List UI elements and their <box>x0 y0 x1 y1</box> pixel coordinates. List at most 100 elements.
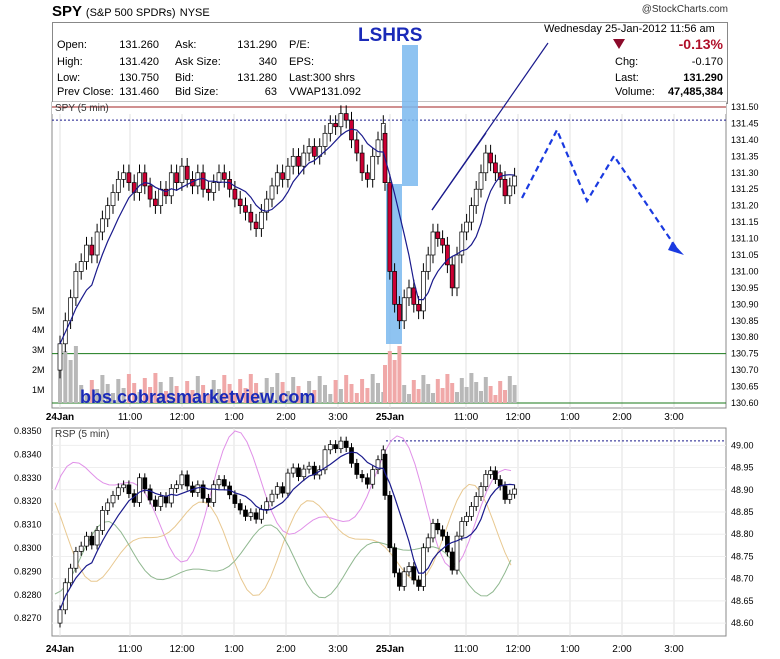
chg-value: -0.170 <box>691 56 723 68</box>
spy-y-tick-label: 131.35 <box>731 151 759 161</box>
rsp-candle-body <box>421 547 426 587</box>
overlay-green-line <box>54 520 512 599</box>
rsp-candle-body <box>68 567 73 584</box>
spy-x-tick-label: 25Jan <box>376 412 404 423</box>
spy-volume-bar <box>158 382 163 403</box>
spy-y-tick-label: 131.40 <box>731 135 759 145</box>
rsp-candle-body <box>147 488 153 501</box>
spy-candle-body <box>440 238 445 246</box>
rsp-grid <box>52 428 726 636</box>
spy-x-tick-label: 11:00 <box>118 412 143 423</box>
last-price-value: 131.290 <box>683 72 723 84</box>
rsp-candle-body <box>84 535 89 547</box>
rsp-candle-body <box>264 501 270 510</box>
rsp-candle-body <box>401 571 407 587</box>
rsp-candle-body <box>221 479 227 487</box>
spy-candle-body <box>370 155 376 180</box>
spy-candle-body <box>184 165 190 180</box>
spy-volume-bar <box>397 346 402 403</box>
rsp-candle-body <box>57 609 63 624</box>
spy-volume-bar <box>169 377 174 403</box>
spy-y-tick-label: 131.20 <box>731 201 759 211</box>
rsp-x-tick-label: 1:00 <box>560 644 580 655</box>
spy-volume-bar <box>79 385 84 403</box>
bid-label: Bid: <box>175 72 194 84</box>
spy-candle-body <box>493 162 498 174</box>
spy-volume-bar <box>493 395 498 403</box>
rsp-x-tick-label: 3:00 <box>664 644 684 655</box>
high-label: High: <box>57 56 83 68</box>
spy-candle-body <box>301 152 307 167</box>
website-watermark: bbs.cobrasmarketview.com <box>80 387 315 407</box>
volume-tick-label: 2M <box>32 365 45 375</box>
rsp-left-tick-label: 0.8270 <box>14 613 42 623</box>
spy-candle-body <box>425 254 431 272</box>
spy-volume-bar <box>164 391 168 403</box>
spy-y-tick-label: 130.75 <box>731 349 759 359</box>
spy-candle-body <box>338 113 344 128</box>
rsp-right-tick-label: 48.70 <box>731 574 754 584</box>
low-label: Low: <box>57 72 81 84</box>
rsp-x-tick-label: 2:00 <box>276 644 296 655</box>
spy-candle-body <box>174 172 179 183</box>
spy-volume-bar <box>450 383 455 403</box>
rsp-candle-body <box>483 474 489 488</box>
rsp-candle-body <box>488 470 493 475</box>
spy-y-tick-label: 130.90 <box>731 299 759 309</box>
rsp-candle-body <box>153 499 158 507</box>
spy-volume-bar <box>317 376 322 403</box>
rsp-right-tick-label: 48.75 <box>731 551 754 561</box>
spy-volume-bar <box>370 374 375 403</box>
spy-volume-bar <box>455 392 459 403</box>
rsp-candle-body <box>158 496 164 507</box>
quote-date: Wednesday 25-Jan-2012 11:56 am <box>544 23 715 35</box>
spy-x-tick-label: 24Jan <box>46 412 74 423</box>
rsp-moving-average <box>59 451 515 611</box>
spy-y-tick-label: 130.70 <box>731 365 759 375</box>
volume-tick-label: 4M <box>32 325 45 335</box>
spy-candle-body <box>435 231 441 239</box>
rsp-right-tick-label: 48.90 <box>731 485 754 495</box>
spy-candle-body <box>322 132 328 147</box>
spy-volume-bar <box>507 376 512 403</box>
spy-volume-bar <box>344 375 349 403</box>
rsp-candle-body <box>397 572 402 587</box>
rsp-candle-body <box>94 530 100 546</box>
volume-tick-label: 3M <box>32 345 45 355</box>
rsp-candle-body <box>280 486 285 494</box>
rsp-candle-body <box>206 497 211 503</box>
spy-y-tick-label: 131.30 <box>731 168 759 178</box>
bid-size-value: 63 <box>264 86 277 98</box>
spy-volume-bar <box>349 384 354 403</box>
spy-candle-body <box>248 211 254 223</box>
spy-volume-bar <box>95 389 100 403</box>
rsp-candle-body <box>290 467 296 474</box>
rsp-candle-body <box>473 496 479 507</box>
spy-y-tick-label: 130.95 <box>731 283 759 293</box>
stockcharts-credit[interactable]: @StockCharts.com <box>641 4 728 15</box>
spy-candle-body <box>454 254 460 289</box>
rsp-candle-body <box>425 537 431 549</box>
rsp-candle-body <box>269 493 275 503</box>
rsp-x-tick-label: 24Jan <box>46 644 74 655</box>
volume-label: Volume: <box>615 86 655 98</box>
spy-volume-bar <box>259 392 264 403</box>
rsp-candle-body <box>478 486 484 497</box>
spy-y-tick-label: 131.10 <box>731 234 759 244</box>
spy-volume-bar <box>121 388 126 403</box>
spy-candle-body <box>478 172 484 190</box>
spy-candle-body <box>502 179 508 197</box>
spy-y-tick-label: 130.85 <box>731 316 759 326</box>
symbol-name: (S&P 500 SPDRs) <box>85 7 176 19</box>
open-value: 131.260 <box>119 39 159 51</box>
rsp-left-tick-label: 0.8300 <box>14 543 42 553</box>
spy-volume-bar <box>376 383 380 403</box>
spy-volume-bar <box>296 386 301 403</box>
spy-x-tick-label: 3:00 <box>664 412 684 423</box>
spy-volume-bar <box>498 381 503 403</box>
spy-moving-average <box>59 128 515 345</box>
spy-volume-bar <box>307 381 312 403</box>
spy-volume-bar <box>142 378 147 403</box>
rsp-candle-body <box>200 484 206 499</box>
